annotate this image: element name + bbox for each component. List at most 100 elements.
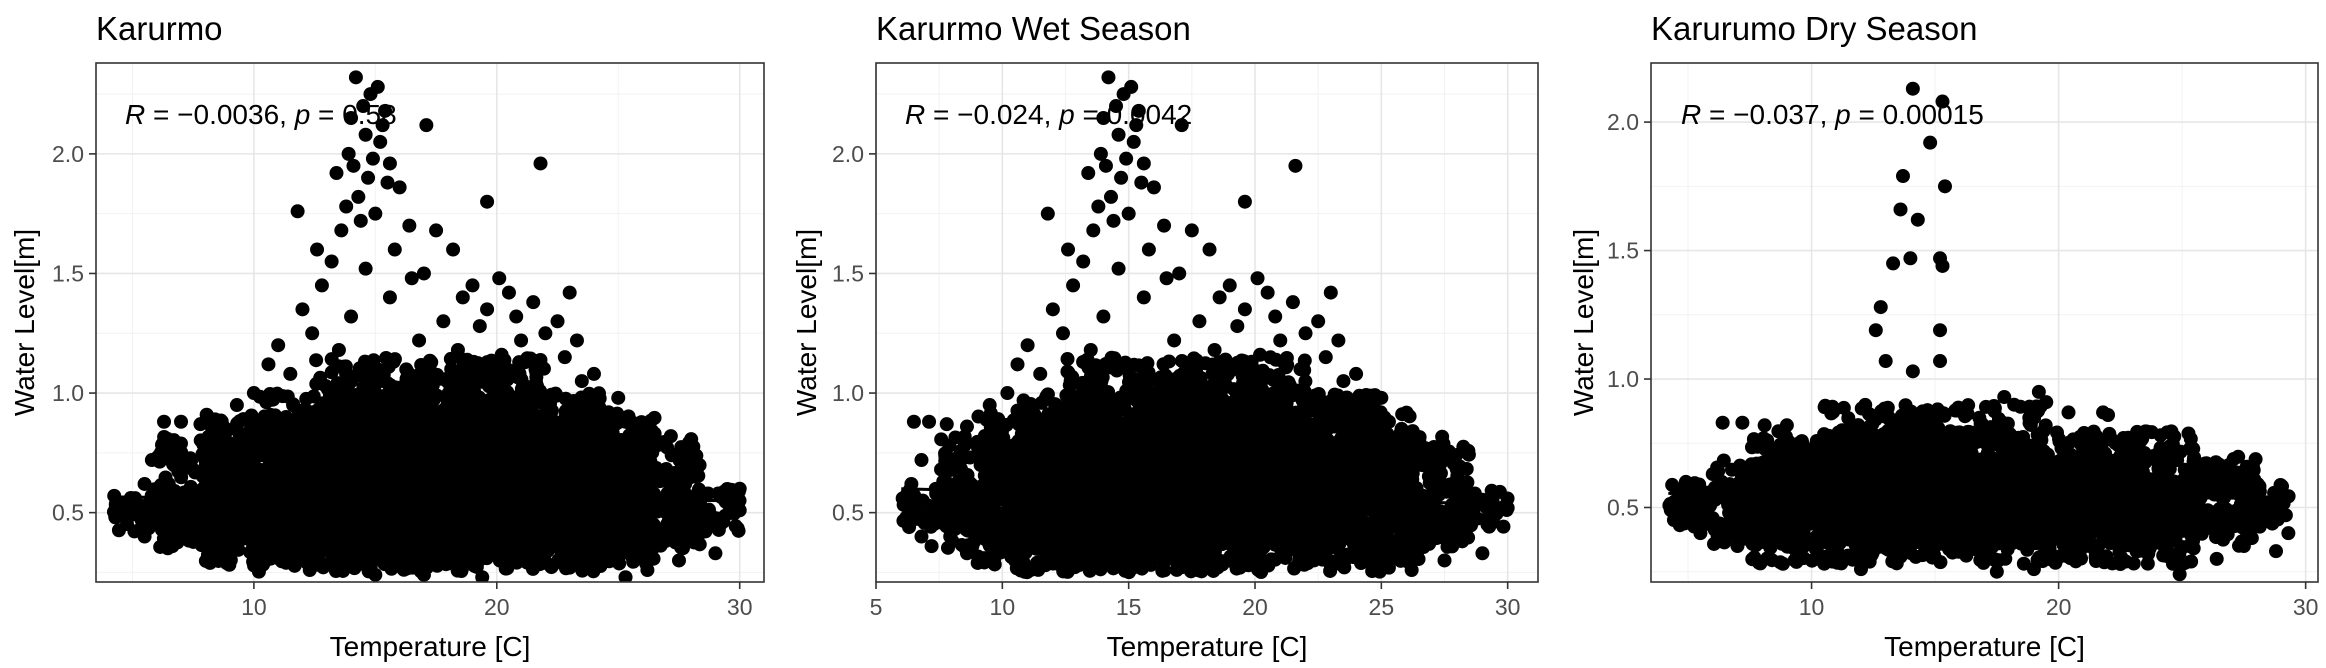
data-point xyxy=(310,242,325,257)
data-point xyxy=(713,517,728,532)
data-point xyxy=(382,290,397,305)
data-point xyxy=(372,416,387,431)
data-point xyxy=(538,326,553,341)
data-point xyxy=(435,555,450,570)
data-point xyxy=(562,560,577,575)
data-point xyxy=(259,499,274,514)
data-point xyxy=(500,371,515,386)
data-point xyxy=(329,166,344,181)
data-point xyxy=(164,497,179,512)
data-point xyxy=(682,522,697,537)
data-point xyxy=(370,483,385,498)
data-point xyxy=(262,386,277,401)
data-point xyxy=(601,455,616,470)
data-point xyxy=(392,180,407,195)
data-point xyxy=(402,218,417,233)
y-tick-label: 1.5 xyxy=(52,260,84,286)
data-point xyxy=(544,403,559,418)
data-point xyxy=(338,545,353,560)
data-point xyxy=(368,206,383,221)
data-point xyxy=(448,493,463,508)
data-point xyxy=(494,347,509,362)
data-point xyxy=(601,405,616,420)
data-point xyxy=(598,473,613,488)
data-point xyxy=(660,490,675,505)
data-point xyxy=(451,513,466,528)
x-tick-label: 20 xyxy=(484,594,510,620)
data-point xyxy=(186,534,201,549)
data-point xyxy=(467,372,482,387)
data-point xyxy=(401,559,416,574)
x-tick-label: 30 xyxy=(727,594,753,620)
data-point xyxy=(421,374,436,389)
data-point xyxy=(331,343,346,358)
data-point xyxy=(322,481,337,496)
data-point xyxy=(465,357,480,372)
data-point xyxy=(294,533,309,548)
data-point xyxy=(335,563,350,578)
data-point xyxy=(155,505,170,520)
data-point xyxy=(274,503,289,518)
data-point xyxy=(477,485,492,500)
data-point xyxy=(353,213,368,228)
data-point xyxy=(274,554,289,569)
data-point xyxy=(617,526,632,541)
data-point xyxy=(398,455,413,470)
data-point xyxy=(193,417,208,432)
data-point xyxy=(663,429,678,444)
data-point xyxy=(379,350,394,365)
data-point xyxy=(525,454,540,469)
data-point xyxy=(377,433,392,448)
data-point xyxy=(502,455,517,470)
data-point xyxy=(368,567,383,582)
data-point xyxy=(464,454,479,469)
data-point xyxy=(243,545,258,560)
data-point xyxy=(630,421,645,436)
data-point xyxy=(298,519,313,534)
data-point xyxy=(424,406,439,421)
data-point xyxy=(675,541,690,556)
data-point xyxy=(534,508,549,523)
data-point xyxy=(549,388,564,403)
data-point xyxy=(183,451,198,466)
data-point xyxy=(687,499,702,514)
data-point xyxy=(290,550,305,565)
data-point xyxy=(358,455,373,470)
data-point xyxy=(344,111,359,126)
data-point xyxy=(644,413,659,428)
data-point xyxy=(622,538,637,553)
data-point xyxy=(312,417,327,432)
data-point xyxy=(422,428,437,443)
data-point xyxy=(373,134,388,149)
data-point xyxy=(590,464,605,479)
data-point xyxy=(589,529,604,544)
data-point xyxy=(246,386,261,401)
data-point xyxy=(647,433,662,448)
data-point xyxy=(530,419,545,434)
data-point xyxy=(556,447,571,462)
data-point xyxy=(569,333,584,348)
data-point xyxy=(381,553,396,568)
data-point xyxy=(640,444,655,459)
data-point xyxy=(688,534,703,549)
data-point xyxy=(409,369,424,384)
data-point xyxy=(640,563,655,578)
data-point xyxy=(283,366,298,381)
y-tick-label: 0.5 xyxy=(52,500,84,526)
data-point xyxy=(501,285,516,300)
data-point xyxy=(406,529,421,544)
data-point xyxy=(463,535,478,550)
data-point xyxy=(471,429,486,444)
data-point xyxy=(344,309,359,324)
data-point xyxy=(280,459,295,474)
data-point xyxy=(724,482,739,497)
data-point xyxy=(464,487,479,502)
data-point xyxy=(708,546,723,561)
data-point xyxy=(660,516,675,531)
data-point xyxy=(161,477,176,492)
data-point xyxy=(263,427,278,442)
data-point xyxy=(348,70,363,85)
data-point xyxy=(446,242,461,257)
data-point xyxy=(683,511,698,526)
